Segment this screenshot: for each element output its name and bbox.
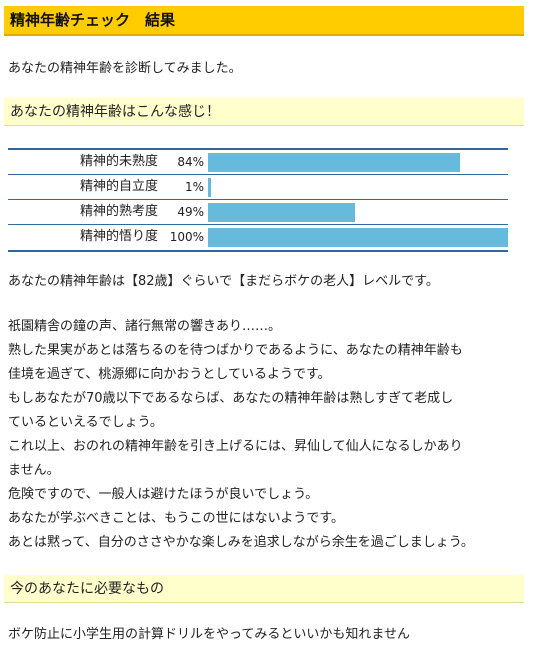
score-row: 精神的自立度 1% xyxy=(8,175,508,200)
score-percent: 1% xyxy=(184,180,204,194)
description-line: 熟した果実があとは落ちるのを待つばかりであるように、あなたの精神年齢も xyxy=(8,343,463,358)
description-line: ているといえるでしょう。 xyxy=(8,415,163,430)
score-percent: 84% xyxy=(177,155,204,169)
score-row: 精神的熟考度 49% xyxy=(8,200,508,225)
score-bar xyxy=(208,153,460,172)
score-label: 精神的未熟度 xyxy=(79,154,158,169)
score-row: 精神的未熟度 84% xyxy=(8,150,508,175)
description-line: これ以上、おのれの精神年齢を引き上げるには、昇仙して仙人になるしかあり xyxy=(8,439,463,454)
description-line: ません。 xyxy=(8,463,60,478)
score-bar xyxy=(208,178,211,197)
result-text: あなたの精神年齢は【82歳】ぐらいで【まだらボケの老人】レベルです。 xyxy=(8,274,439,289)
section-heading-needs: 今のあなたに必要なもの xyxy=(4,575,524,603)
score-label: 精神的熟考度 xyxy=(79,204,158,219)
score-bar xyxy=(208,228,508,247)
description-line: もしあなたが70歳以下であるならば、あなたの精神年齢は熟しすぎて老成し xyxy=(8,391,454,406)
description-line: あなたが学ぶべきことは、もうこの世にはないようです。 xyxy=(8,511,345,526)
score-bar xyxy=(208,203,355,222)
section-heading-result: あなたの精神年齢はこんな感じ！ xyxy=(4,98,524,126)
score-percent: 49% xyxy=(177,205,204,219)
score-row: 精神的悟り度 100% xyxy=(8,225,508,250)
description-line: 危険ですので、一般人は避けたほうが良いでしょう。 xyxy=(8,487,319,502)
description-line: あとは黙って、自分のささやかな楽しみを追求しながら余生を過ごしましょう。 xyxy=(8,535,474,550)
page-title: 精神年齢チェック 結果 xyxy=(4,6,524,36)
description-line: 佳境を過ぎて、桃源郷に向かおうとしているようです。 xyxy=(8,367,331,382)
score-label: 精神的自立度 xyxy=(79,179,158,194)
description-line: 祇園精舎の鐘の声、諸行無常の響きあり……。 xyxy=(8,319,282,334)
advice-text: ボケ防止に小学生用の計算ドリルをやってみるといいかも知れません xyxy=(8,627,410,642)
intro-text: あなたの精神年齢を診断してみました。 xyxy=(8,61,242,76)
score-label: 精神的悟り度 xyxy=(79,229,158,244)
score-percent: 100% xyxy=(169,230,204,244)
score-table: 精神的未熟度 84% 精神的自立度 1% 精神的熟考度 49% 精神的悟り度 1… xyxy=(8,148,508,252)
